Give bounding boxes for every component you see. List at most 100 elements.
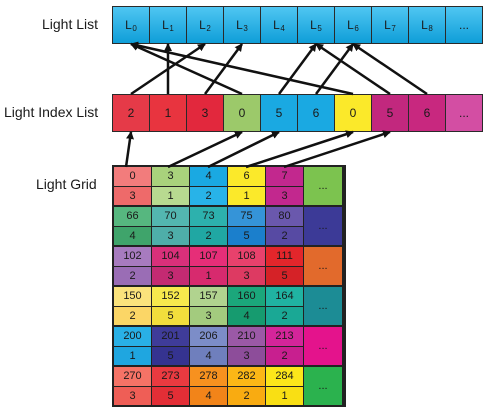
light-grid-cell: 102 2 (114, 247, 152, 285)
light-grid-cell: 157 3 (190, 287, 228, 325)
light-grid-cell: 201 5 (152, 327, 190, 365)
light-grid-offset: 150 (114, 287, 151, 307)
light-grid-count: 3 (152, 267, 189, 286)
light-grid-count: 4 (228, 307, 265, 326)
light-grid-offset: 152 (152, 287, 189, 307)
light-list-cell-subscript: 3 (243, 24, 247, 33)
light-grid-cell: 75 5 (228, 207, 266, 245)
light-grid-cell: 73 2 (190, 207, 228, 245)
light-grid-count: 2 (228, 387, 265, 406)
light-grid-count: 3 (228, 267, 265, 286)
light-grid-count: 5 (152, 307, 189, 326)
light-grid-cell: 160 4 (228, 287, 266, 325)
light-grid-count: 1 (266, 387, 303, 406)
pointer-arrow (316, 44, 390, 94)
light-grid-cell: 111 5 (266, 247, 304, 285)
light-grid-count: 5 (152, 347, 189, 366)
light-list-cell-name: L (347, 18, 354, 32)
light-grid-cell: 80 2 (266, 207, 304, 245)
pointer-arrow (353, 44, 427, 94)
light-grid-cell-ellipsis: ... (318, 287, 327, 325)
light-grid-offset: 206 (190, 327, 227, 347)
light-index-cell: 3 (186, 94, 224, 132)
light-grid-offset: 273 (152, 367, 189, 387)
light-grid-offset: 200 (114, 327, 151, 347)
light-grid-offset: 111 (266, 247, 303, 267)
light-grid-cell: 273 5 (152, 367, 190, 405)
light-grid-cell: 152 5 (152, 287, 190, 325)
light-grid-count: 5 (228, 227, 265, 246)
light-grid-offset: 282 (228, 367, 265, 387)
light-grid-row: 150 2 152 5 157 3 160 4 164 2... (114, 287, 344, 327)
light-grid-offset: 104 (152, 247, 189, 267)
pointer-arrow (168, 132, 242, 167)
light-index-cell: 0 (223, 94, 261, 132)
light-grid-cell: 278 4 (190, 367, 228, 405)
light-grid-offset: 107 (190, 247, 227, 267)
light-list-cell-subscript: 6 (354, 24, 358, 33)
light-grid-offset: 75 (228, 207, 265, 227)
light-grid-cell: ... (304, 167, 342, 205)
light-grid-offset: 102 (114, 247, 151, 267)
light-list-cell-subscript: 0 (132, 24, 136, 33)
light-grid-cell: 206 4 (190, 327, 228, 365)
light-list-cell-name: L (273, 18, 280, 32)
light-list-cell-subscript: 2 (206, 24, 210, 33)
light-grid-cell: 284 1 (266, 367, 304, 405)
light-index-list: 2 1 3 0 5 6 0 5 6... (112, 94, 483, 132)
light-index-cell: 2 (112, 94, 150, 132)
light-grid-count: 2 (114, 267, 151, 286)
light-list-cell-name: L (199, 18, 206, 32)
light-grid-count: 4 (114, 227, 151, 246)
pointer-arrow (131, 44, 205, 94)
light-grid-count: 3 (114, 187, 151, 206)
light-index-list-label: Light Index List (4, 104, 98, 120)
light-grid-cell: 66 4 (114, 207, 152, 245)
light-grid-offset: 66 (114, 207, 151, 227)
light-list-cell-subscript: 5 (317, 24, 321, 33)
light-grid-offset: 70 (152, 207, 189, 227)
light-grid-offset: 278 (190, 367, 227, 387)
light-list-cell-subscript: 1 (169, 24, 173, 33)
light-grid-cell: ... (304, 207, 342, 245)
light-grid-count: 3 (114, 387, 151, 406)
light-grid-cell: 104 3 (152, 247, 190, 285)
light-grid-count: 2 (266, 307, 303, 326)
light-grid-count: 3 (190, 307, 227, 326)
light-grid-cell: ... (304, 247, 342, 285)
light-grid-label: Light Grid (36, 176, 97, 192)
light-grid-count: 1 (152, 187, 189, 206)
pointer-arrow (246, 132, 353, 167)
light-grid-row: 200 1 201 5 206 4 210 3 213 2... (114, 327, 344, 367)
light-grid-offset: 213 (266, 327, 303, 347)
light-grid-offset: 108 (228, 247, 265, 267)
light-grid-row: 270 3 273 5 278 4 282 2 284 1... (114, 367, 344, 405)
light-grid-offset: 164 (266, 287, 303, 307)
light-grid-count: 2 (114, 307, 151, 326)
light-grid: 0 3 3 1 4 2 6 1 7 3... 66 4 70 3 73 2 75 5 80 2... 102 2 104 3 1… (112, 165, 346, 407)
light-grid-offset: 160 (228, 287, 265, 307)
light-grid-offset: 284 (266, 367, 303, 387)
light-grid-cell: 200 1 (114, 327, 152, 365)
light-list-cell-subscript: 4 (280, 24, 284, 33)
pointer-arrow (279, 44, 316, 94)
light-grid-row: 102 2 104 3 107 1 108 3 111 5... (114, 247, 344, 287)
pointer-arrow (131, 44, 353, 94)
light-index-cell: ... (445, 94, 483, 132)
light-grid-cell-ellipsis: ... (318, 327, 327, 365)
pointer-arrow (126, 132, 131, 167)
light-grid-cell: ... (304, 367, 342, 405)
light-grid-count: 4 (190, 347, 227, 366)
light-grid-count: 2 (190, 227, 227, 246)
light-list-cell-name: L (162, 18, 169, 32)
light-grid-cell: 70 3 (152, 207, 190, 245)
light-grid-count: 3 (266, 187, 303, 206)
